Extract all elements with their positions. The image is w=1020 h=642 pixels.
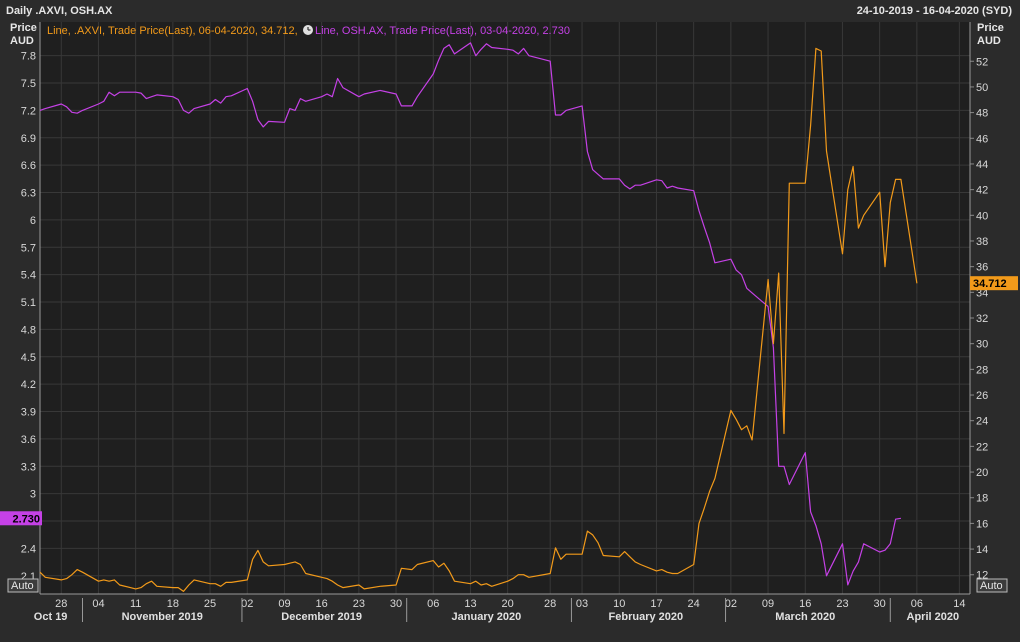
right-axis-title: Price AUD (977, 22, 1004, 48)
right-tick-label: 30 (976, 339, 988, 351)
x-tick-label: 06 (911, 598, 923, 610)
right-axis-title-price: Price (977, 22, 1004, 34)
clock-icon (303, 25, 313, 35)
legend: Line, .AXVI, Trade Price(Last), 06-04-20… (47, 25, 570, 37)
x-tick-label: 30 (874, 598, 886, 610)
x-tick-label: 24 (688, 598, 700, 610)
month-label: April 2020 (907, 611, 960, 623)
title-bar: Daily .AXVI, OSH.AX 24-10-2019 - 16-04-2… (0, 0, 1020, 22)
x-tick-label: 30 (390, 598, 402, 610)
month-label: November 2019 (122, 611, 203, 623)
left-tick-label: 6.6 (21, 160, 36, 172)
x-tick-label: 10 (613, 598, 625, 610)
left-tick-label: 7.8 (21, 51, 36, 63)
date-range: 24-10-2019 - 16-04-2020 (SYD) (856, 5, 1012, 17)
osh-series-line (39, 42, 902, 586)
left-tick-label: 7.2 (21, 105, 36, 117)
x-tick-label: 16 (799, 598, 811, 610)
auto-left-label: Auto (11, 580, 34, 592)
axvi-series-line (39, 47, 918, 592)
month-label: February 2020 (609, 611, 684, 623)
x-tick-label: 16 (316, 598, 328, 610)
x-tick-label: 09 (278, 598, 290, 610)
left-tick-label: 3 (30, 489, 36, 501)
left-tick-label: 3.6 (21, 434, 36, 446)
left-axis-title-unit: AUD (10, 35, 34, 47)
x-tick-label: 02 (241, 598, 253, 610)
x-tick-label: 13 (464, 598, 476, 610)
month-label: March 2020 (775, 611, 835, 623)
x-tick-label: 02 (725, 598, 737, 610)
right-tick-label: 34 (976, 287, 988, 299)
right-tick-label: 22 (976, 441, 988, 453)
legend-axvi: Line, .AXVI, Trade Price(Last), 06-04-20… (47, 25, 298, 37)
plot-area (40, 22, 970, 594)
month-label: Oct 19 (34, 611, 68, 623)
month-label: January 2020 (452, 611, 522, 623)
x-tick-label: 23 (836, 598, 848, 610)
axvi-last-value-tag: 34.712 (970, 276, 1018, 291)
right-tick-label: 32 (976, 313, 988, 325)
right-tick-label: 40 (976, 210, 988, 222)
left-tick-label: 6.3 (21, 188, 36, 200)
x-tick-label: 04 (92, 598, 104, 610)
osh-last-value: 2.730 (12, 513, 40, 525)
series-lines (39, 42, 918, 592)
right-tick-label: 48 (976, 108, 988, 120)
x-tick-label: 28 (544, 598, 556, 610)
x-tick-label: 28 (55, 598, 67, 610)
x-tick-label: 23 (353, 598, 365, 610)
left-tick-label: 5.4 (21, 270, 36, 282)
x-tick-label: 20 (502, 598, 514, 610)
left-tick-label: 2.4 (21, 543, 36, 555)
legend-osh: Line, OSH.AX, Trade Price(Last), 03-04-2… (315, 25, 570, 37)
x-tick-label: 06 (427, 598, 439, 610)
right-tick-label: 42 (976, 185, 988, 197)
right-tick-label: 52 (976, 56, 988, 68)
right-tick-label: 50 (976, 82, 988, 94)
right-tick-label: 28 (976, 364, 988, 376)
x-tick-label: 03 (576, 598, 588, 610)
left-tick-label: 4.2 (21, 379, 36, 391)
left-tick-label: 7.5 (21, 78, 36, 90)
auto-left-button[interactable]: Auto (7, 578, 39, 593)
right-tick-label: 16 (976, 518, 988, 530)
right-tick-label: 20 (976, 467, 988, 479)
left-tick-label: 3.9 (21, 407, 36, 419)
left-tick-label: 5.7 (21, 242, 36, 254)
auto-right-label: Auto (980, 580, 1003, 592)
left-tick-label: 4.8 (21, 324, 36, 336)
left-axis-title-price: Price (10, 22, 37, 34)
x-tick-label: 17 (650, 598, 662, 610)
right-tick-label: 44 (976, 159, 988, 171)
left-tick-label: 6.9 (21, 133, 36, 145)
left-axis-title: Price AUD (10, 22, 37, 48)
x-tick-label: 11 (130, 598, 141, 610)
x-tick-label: 14 (953, 598, 965, 610)
osh-last-value-tag: 2.730 (0, 511, 42, 526)
x-tick-label: 25 (204, 598, 216, 610)
x-tick-label: 09 (762, 598, 774, 610)
right-tick-label: 36 (976, 262, 988, 274)
right-tick-label: 26 (976, 390, 988, 402)
axes: 7.8 7.5 7.2 6.9 6.6 6.3 6 5.7 5.4 5.1 4.8 4.5 4.2 3.9… (21, 22, 988, 623)
month-label: December 2019 (281, 611, 362, 623)
right-tick-label: 46 (976, 133, 988, 145)
left-tick-label: 6 (30, 215, 36, 227)
x-tick-label: 18 (167, 598, 179, 610)
auto-right-button[interactable]: Auto (976, 578, 1008, 593)
right-tick-label: 14 (976, 544, 988, 556)
left-tick-label: 5.1 (21, 297, 36, 309)
left-tick-label: 4.5 (21, 352, 36, 364)
right-tick-label: 18 (976, 493, 988, 505)
right-tick-label: 24 (976, 416, 988, 428)
right-axis-title-unit: AUD (977, 35, 1001, 47)
chart-title: Daily .AXVI, OSH.AX (6, 5, 113, 17)
right-tick-label: 38 (976, 236, 988, 248)
left-tick-label: 3.3 (21, 461, 36, 473)
axvi-last-value: 34.712 (973, 278, 1007, 290)
